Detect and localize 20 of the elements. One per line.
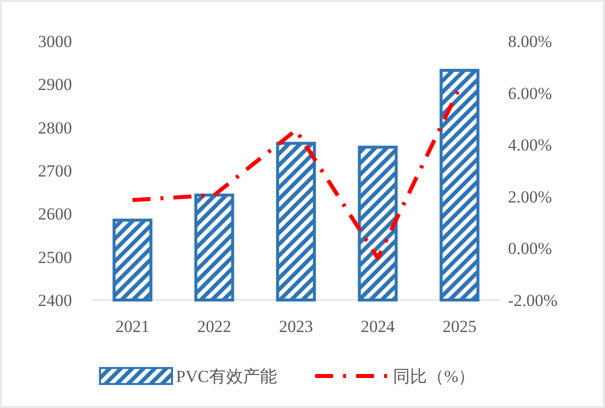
x-tick-label: 2024 xyxy=(360,317,396,336)
y-tick-label: 2800 xyxy=(38,118,72,138)
y2-tick-label: -2.00% xyxy=(508,290,558,310)
x-tick-label: 2025 xyxy=(442,317,477,336)
y-tick-label: 2700 xyxy=(38,161,72,180)
legend-label: PVC有效产能 xyxy=(176,366,278,386)
y-tick-label: 2600 xyxy=(38,204,72,224)
x-tick-label: 2022 xyxy=(197,317,232,336)
y-tick-label: 2500 xyxy=(38,248,72,267)
y2-tick-label: 2.00% xyxy=(508,187,552,206)
x-tick-label: 2021 xyxy=(115,317,150,336)
y2-tick-label: 4.00% xyxy=(508,136,552,155)
y2-tick-label: 8.00% xyxy=(508,32,552,51)
y2-tick-label: 6.00% xyxy=(508,84,552,103)
x-tick-label: 2023 xyxy=(279,317,313,336)
legend-label: 同比（%） xyxy=(393,366,476,386)
y-tick-label: 2400 xyxy=(38,290,72,310)
y2-tick-label: 0.00% xyxy=(508,239,552,258)
y-tick-label: 3000 xyxy=(38,32,72,51)
y-tick-label: 2900 xyxy=(38,75,72,94)
